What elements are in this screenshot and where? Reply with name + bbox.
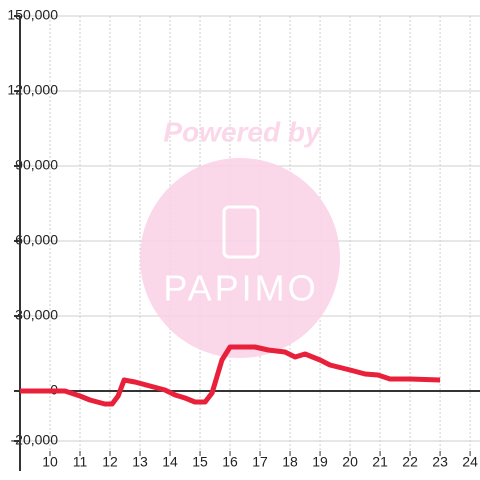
x-tick-label: 10 <box>42 454 58 470</box>
line-series <box>20 344 441 407</box>
y-tick-label: -20,000 <box>11 432 59 448</box>
watermark: Powered by PAPIMO <box>140 116 340 358</box>
x-tick-label: 13 <box>132 454 148 470</box>
y-tick-label: 90,000 <box>15 157 58 173</box>
x-tick-label: 19 <box>312 454 328 470</box>
watermark-logo: PAPIMO <box>163 268 318 309</box>
watermark-text: Powered by <box>163 116 322 147</box>
x-tick-label: 24 <box>462 454 478 470</box>
x-tick-label: 16 <box>222 454 238 470</box>
x-tick-label: 22 <box>402 454 418 470</box>
y-tick-label: 60,000 <box>15 232 58 248</box>
x-tick-label: 14 <box>162 454 178 470</box>
y-tick-label: 30,000 <box>15 307 58 323</box>
x-tick-label: 15 <box>192 454 208 470</box>
x-tick-label: 20 <box>342 454 358 470</box>
axes: -20,000030,00060,00090,000120,000150,000… <box>7 7 480 471</box>
x-tick-label: 12 <box>102 454 118 470</box>
y-tick-label: 120,000 <box>7 82 58 98</box>
x-tick-label: 23 <box>432 454 448 470</box>
x-tick-label: 18 <box>282 454 298 470</box>
x-tick-label: 11 <box>73 454 88 470</box>
phone-icon <box>222 205 260 259</box>
x-tick-label: 17 <box>252 454 268 470</box>
y-tick-label: 150,000 <box>7 7 58 23</box>
x-tick-label: 21 <box>372 454 388 470</box>
